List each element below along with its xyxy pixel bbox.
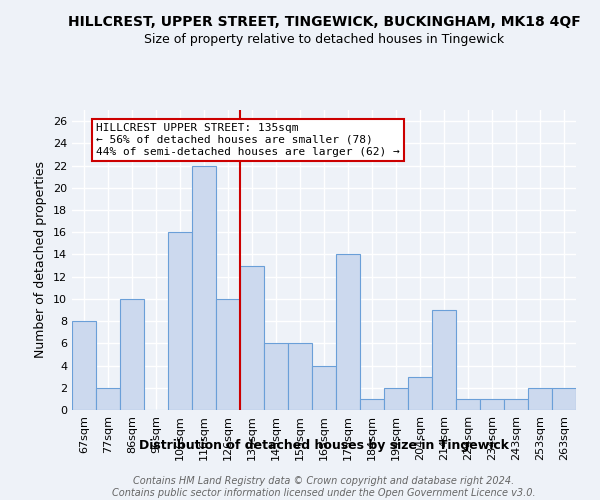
Bar [456, 399, 480, 410]
Bar [384, 388, 408, 410]
Bar [192, 166, 216, 410]
Text: Size of property relative to detached houses in Tingewick: Size of property relative to detached ho… [144, 32, 504, 46]
Bar [312, 366, 336, 410]
Bar [408, 376, 432, 410]
Bar [336, 254, 360, 410]
Bar [120, 299, 144, 410]
Bar [264, 344, 288, 410]
Text: Distribution of detached houses by size in Tingewick: Distribution of detached houses by size … [139, 438, 509, 452]
Bar [168, 232, 192, 410]
Bar [360, 399, 384, 410]
Bar [552, 388, 576, 410]
Bar [504, 399, 528, 410]
Bar [216, 299, 240, 410]
Bar [72, 321, 96, 410]
Bar [432, 310, 456, 410]
Text: Contains HM Land Registry data © Crown copyright and database right 2024.
Contai: Contains HM Land Registry data © Crown c… [112, 476, 536, 498]
Bar [240, 266, 264, 410]
Bar [528, 388, 552, 410]
Bar [96, 388, 120, 410]
Bar [480, 399, 504, 410]
Y-axis label: Number of detached properties: Number of detached properties [34, 162, 47, 358]
Text: HILLCREST UPPER STREET: 135sqm
← 56% of detached houses are smaller (78)
44% of : HILLCREST UPPER STREET: 135sqm ← 56% of … [96, 124, 400, 156]
Bar [288, 344, 312, 410]
Text: HILLCREST, UPPER STREET, TINGEWICK, BUCKINGHAM, MK18 4QF: HILLCREST, UPPER STREET, TINGEWICK, BUCK… [68, 15, 580, 29]
